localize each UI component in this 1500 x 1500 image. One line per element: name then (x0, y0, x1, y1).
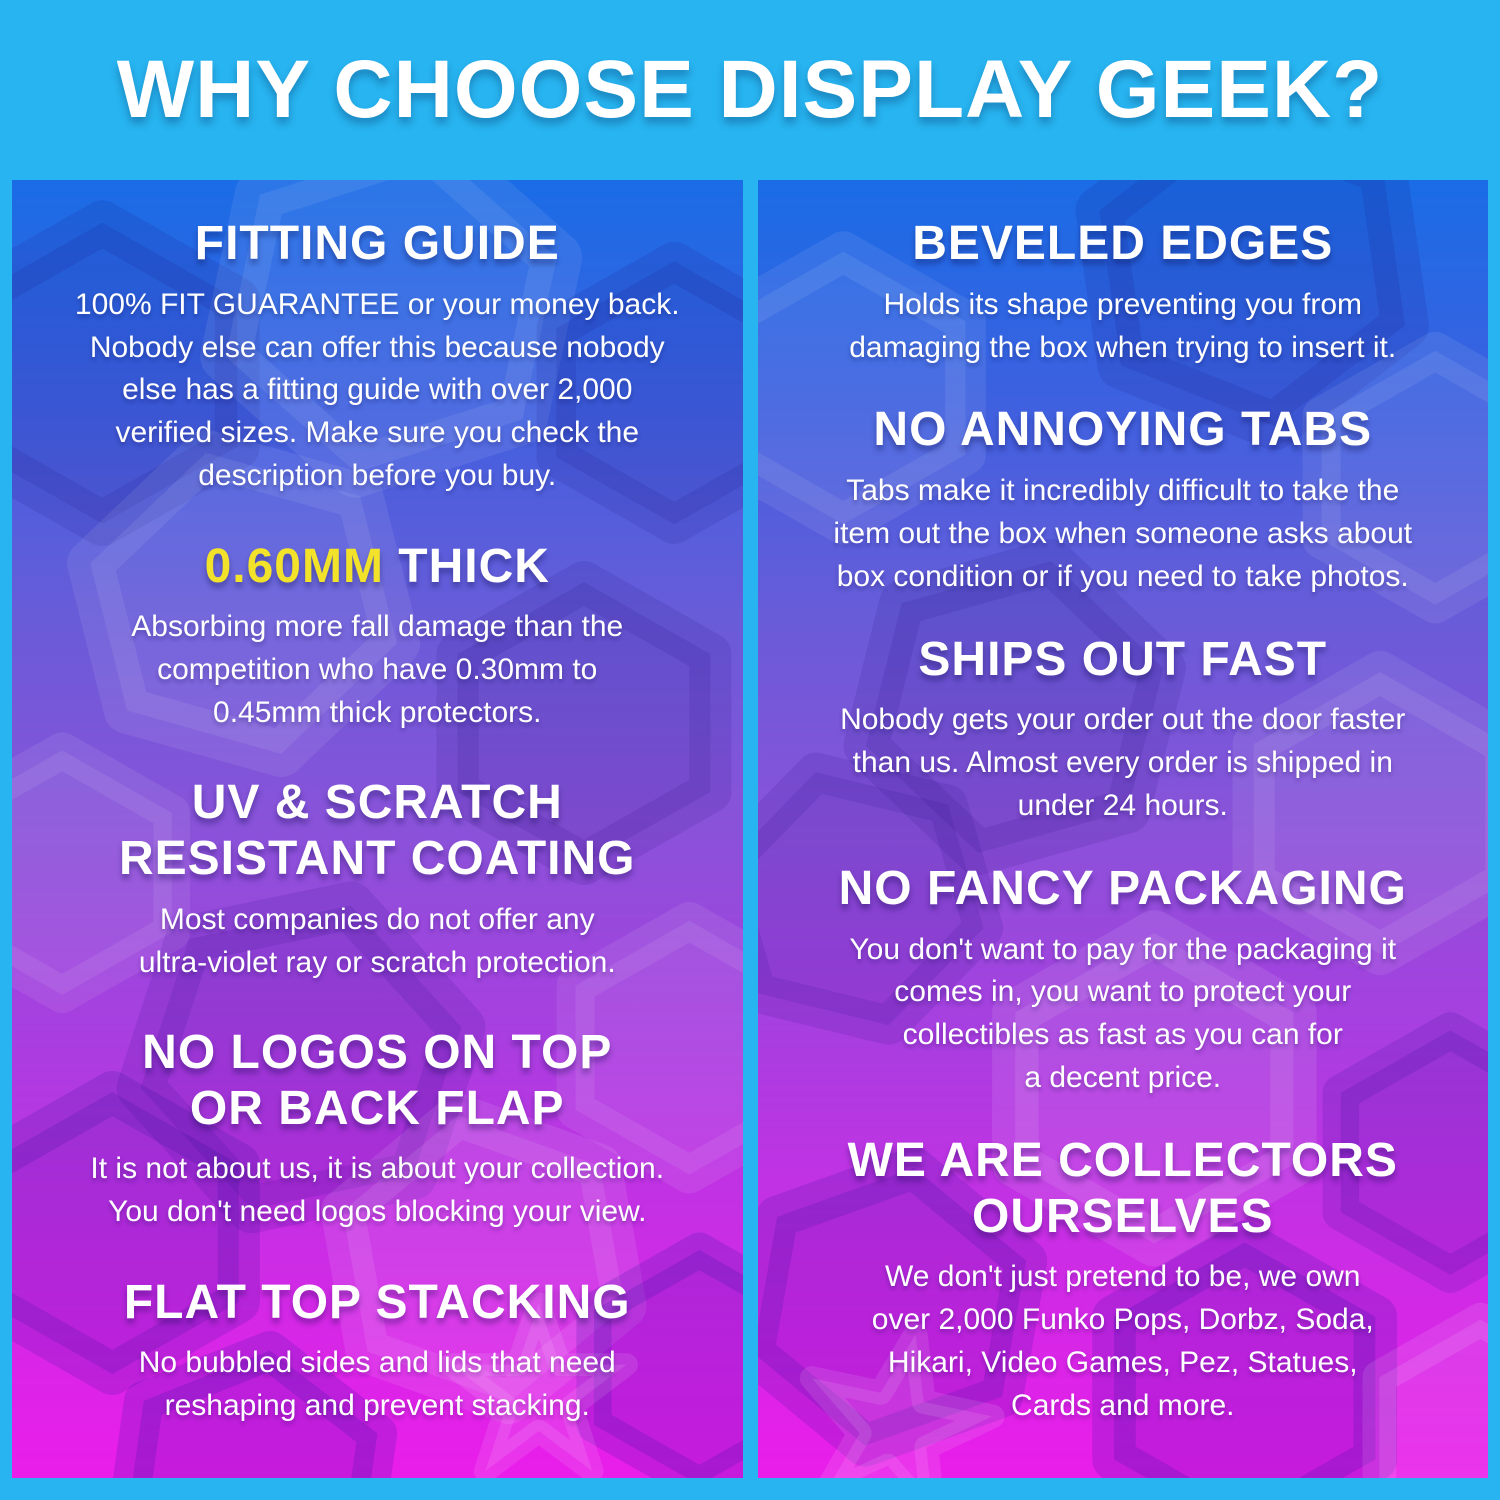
section-fitting-guide: FITTING GUIDE 100% FIT GUARANTEE or your… (20, 216, 735, 498)
section-thickness: 0.60MM THICK Absorbing more fall damage … (20, 539, 735, 735)
section-heading: BEVELED EDGES (912, 217, 1334, 270)
section-heading: NO FANCY PACKAGING (838, 861, 1407, 915)
thickness-highlight: 0.60MM (204, 539, 384, 593)
section-body: Absorbing more fall damage than the comp… (131, 610, 624, 730)
section-body: No bubbled sides and lids that need resh… (138, 1346, 616, 1423)
section-body: Holds its shape preventing you from dama… (849, 287, 1397, 364)
section-heading: UV & SCRATCH RESISTANT COATING (118, 776, 636, 886)
left-panel: FITTING GUIDE 100% FIT GUARANTEE or your… (12, 180, 743, 1478)
section-no-logos: NO LOGOS ON TOP OR BACK FLAP It is not a… (20, 1025, 735, 1234)
section-no-fancy-packaging: NO FANCY PACKAGING You don't want to pay… (766, 861, 1481, 1100)
panels-container: FITTING GUIDE 100% FIT GUARANTEE or your… (12, 180, 1488, 1478)
section-body: Most companies do not offer any ultra-vi… (138, 902, 616, 979)
left-sections: FITTING GUIDE 100% FIT GUARANTEE or your… (12, 180, 743, 1478)
section-heading: NO LOGOS ON TOP OR BACK FLAP (142, 1025, 613, 1135)
section-beveled-edges: BEVELED EDGES Holds its shape preventing… (766, 216, 1481, 369)
page-title: WHY CHOOSE DISPLAY GEEK? (116, 44, 1384, 135)
section-body: Tabs make it incredibly difficult to tak… (833, 474, 1413, 593)
section-heading: NO ANNOYING TABS (873, 403, 1373, 457)
section-heading: FITTING GUIDE (194, 217, 560, 270)
section-heading: FLAT TOP STACKING (123, 1275, 631, 1329)
section-flat-top-stacking: FLAT TOP STACKING No bubbled sides and l… (20, 1275, 735, 1428)
section-body: 100% FIT GUARANTEE or your money back. N… (74, 287, 680, 493)
section-body: Nobody gets your order out the door fast… (840, 703, 1406, 823)
section-no-annoying-tabs: NO ANNOYING TABS Tabs make it incredibly… (766, 402, 1481, 598)
section-heading: SHIPS OUT FAST (918, 632, 1328, 686)
section-we-are-collectors: WE ARE COLLECTORS OURSELVES We don't jus… (766, 1133, 1481, 1428)
section-heading: 0.60MM THICK (20, 539, 735, 595)
thickness-rest: THICK (383, 539, 550, 593)
section-uv-scratch-coating: UV & SCRATCH RESISTANT COATING Most comp… (20, 775, 735, 984)
section-heading: WE ARE COLLECTORS OURSELVES (847, 1134, 1398, 1243)
section-ships-out-fast: SHIPS OUT FAST Nobody gets your order ou… (766, 632, 1481, 828)
right-panel: BEVELED EDGES Holds its shape preventing… (757, 180, 1489, 1478)
section-body: It is not about us, it is about your col… (90, 1152, 665, 1229)
right-sections: BEVELED EDGES Holds its shape preventing… (758, 180, 1489, 1478)
section-body: We don't just pretend to be, we own over… (871, 1260, 1374, 1423)
section-body: You don't want to pay for the packaging … (849, 932, 1397, 1095)
